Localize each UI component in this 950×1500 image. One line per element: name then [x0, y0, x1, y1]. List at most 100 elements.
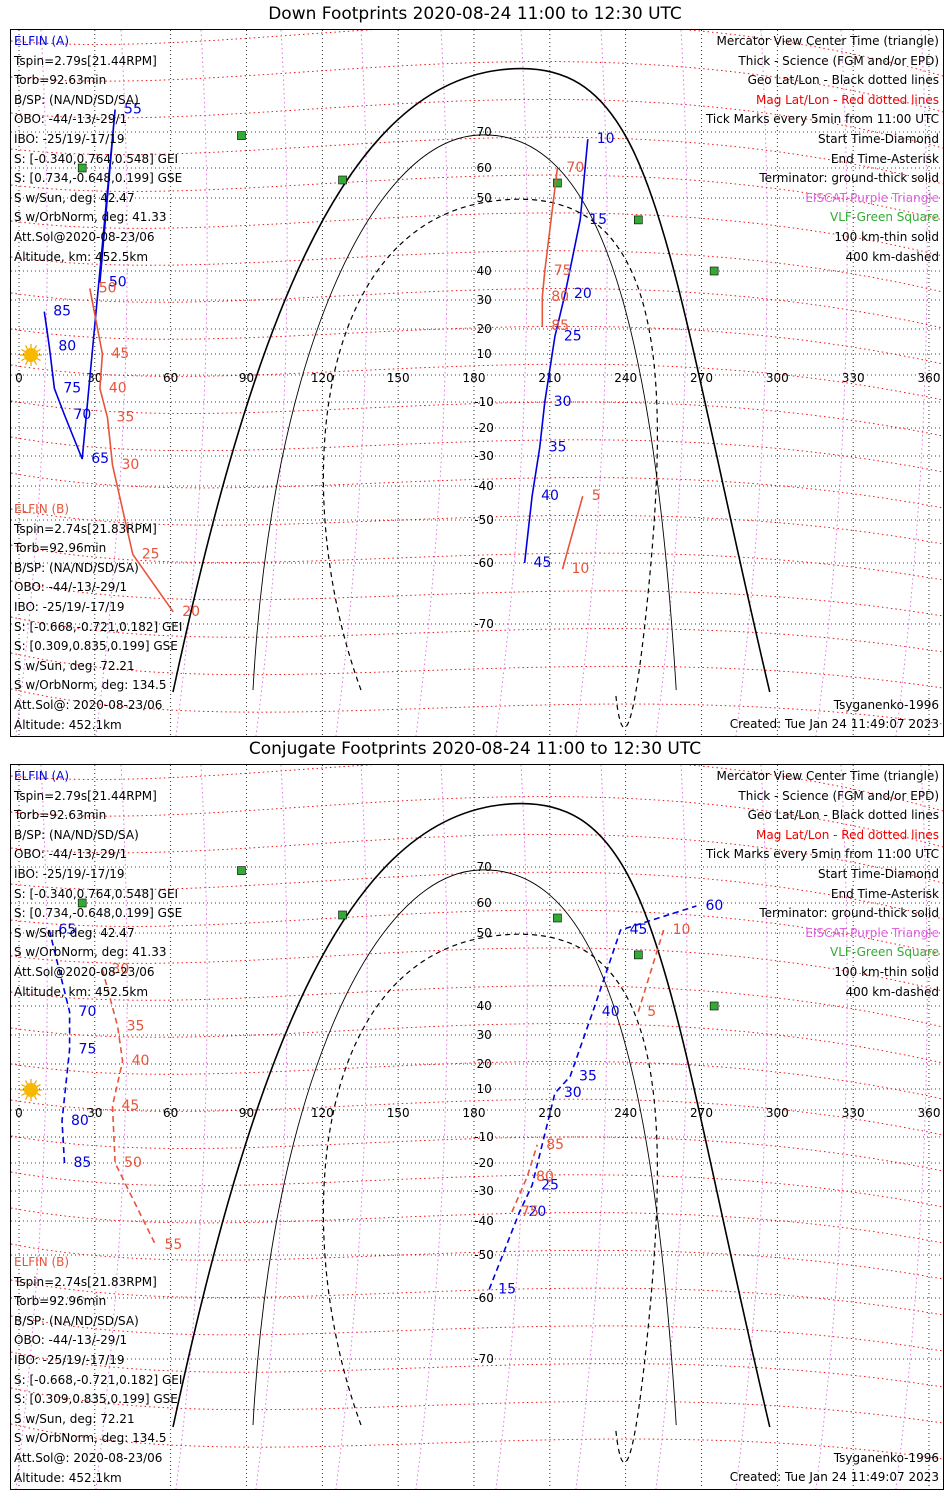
vlf-stations — [77, 866, 719, 1011]
info-line: Att.Sol@2020-08-23/06 — [14, 229, 155, 244]
elfin-a-track: 10 15 20 25 30 35 40 45 50 55 65 70 75 80 85 — [43, 102, 615, 571]
mag-lon-line — [895, 30, 928, 736]
lat-tick-label: -60 — [474, 556, 494, 570]
track-line — [43, 109, 116, 460]
mag-lat-line — [11, 61, 943, 113]
lon-tick-label: 330 — [842, 1106, 865, 1120]
tick-label: 75 — [63, 381, 81, 397]
lon-tick-label: 210 — [538, 371, 561, 385]
info-line: IBO: -25/19/-17/19 — [14, 866, 125, 881]
sun-ray — [21, 357, 26, 362]
mag-lat-line — [11, 363, 943, 401]
tick-label: 75 — [79, 1042, 97, 1058]
tick-label: 5 — [592, 488, 601, 504]
sun-ray — [24, 345, 29, 350]
info-line: Tspin=2.79s[21.44RPM] — [14, 53, 157, 68]
legend-entry: Start Time-Diamond — [817, 866, 939, 881]
tick-label: 75 — [521, 1204, 539, 1220]
lon-tick-label: 240 — [614, 1106, 637, 1120]
mag-lat-line — [11, 400, 943, 437]
tick-label: 75 — [554, 263, 572, 279]
vlf-station-marker — [77, 163, 87, 173]
tick-label: 40 — [109, 381, 127, 397]
info-line: S w/OrbNorm, deg: 41.33 — [14, 945, 167, 960]
lon-tick-label: 300 — [766, 1106, 789, 1120]
mag-lon-line — [95, 765, 128, 1489]
track-line — [561, 495, 584, 570]
mag-lat-line — [11, 1171, 943, 1208]
lat-tick-label: -20 — [474, 421, 494, 435]
lon-tick-label: 270 — [690, 371, 713, 385]
sun-disc — [24, 1083, 38, 1097]
tick-label: 50 — [109, 275, 127, 291]
terminator — [172, 67, 771, 729]
mag-lat-line — [11, 174, 943, 221]
tick-label: 15 — [498, 1281, 516, 1297]
tick-label: 85 — [546, 1137, 564, 1153]
tick-label: 65 — [58, 922, 76, 938]
info-line: S w/Sun, deg: 42.47 — [14, 190, 135, 205]
tick-label: 45 — [111, 346, 129, 362]
legend-entry: Terminator: ground-thick solid — [759, 171, 939, 186]
down-footprints-panel: 0 30 60 90 120 150 180 210 240 270 300 330 360 70 60 50… — [10, 29, 944, 737]
down-footprints-map: 0 30 60 90 120 150 180 210 240 270 300 330 360 70 60 50… — [11, 30, 943, 736]
mag-lat-line — [11, 1315, 943, 1352]
info-line: S w/OrbNorm, deg: 134.5 — [14, 678, 167, 693]
info-line: S w/OrbNorm, deg: 41.33 — [14, 210, 167, 225]
tick-label: 50 — [124, 1155, 142, 1171]
lon-tick-label: 60 — [163, 1106, 178, 1120]
mag-lon-line — [335, 765, 368, 1489]
mag-lon-line — [15, 30, 48, 736]
lat-tick-label: -60 — [474, 1291, 494, 1305]
info-line: B/SP: (NA/ND/SD/SA) — [14, 827, 139, 842]
tick-label: 65 — [91, 451, 109, 467]
info-line: B/SP: (NA/ND/SD/SA) — [14, 92, 139, 107]
sun-ray — [36, 357, 41, 362]
info-line: S: [-0.668,-0.721,0.182] GEI — [14, 1372, 183, 1387]
lat-tick-label: 60 — [476, 161, 491, 175]
info-line: Att.Sol@: 2020-08-23/06 — [14, 1450, 163, 1465]
lat-tick-label: 50 — [476, 191, 491, 205]
terminator-400km — [322, 933, 658, 1464]
mag-lon-line — [255, 765, 288, 1489]
vlf-station-marker — [553, 178, 562, 188]
tick-label: 80 — [536, 1169, 554, 1185]
tick-label: 80 — [71, 1113, 89, 1129]
info-line: ELFIN (B) — [14, 1255, 70, 1269]
info-line: Torb=92.63min — [14, 73, 107, 88]
tick-label: 30 — [554, 394, 572, 410]
info-line: B/SP: (NA/ND/SD/SA) — [14, 1313, 139, 1328]
info-line: Altitude: 452.1km — [14, 717, 122, 732]
tick-label: 45 — [534, 555, 552, 571]
tick-label: 35 — [116, 410, 134, 426]
lon-tick-label: 240 — [614, 371, 637, 385]
tick-label: 30 — [564, 1085, 582, 1101]
panel-title-down: Down Footprints 2020-08-24 11:00 to 12:3… — [268, 4, 682, 24]
mag-lon-line — [95, 30, 128, 736]
tick-label: 25 — [564, 329, 582, 345]
lon-tick-label: 90 — [239, 371, 254, 385]
legend-entry: EISCAT-Purple Triangle — [805, 190, 939, 205]
terminator-ground — [172, 802, 771, 1428]
tick-label: 10 — [597, 131, 615, 147]
axis-labels: 0 30 60 90 120 150 180 210 240 270 300 330 360 70 60 50… — [15, 125, 940, 631]
mag-lat-line — [11, 616, 943, 653]
lat-tick-label: -30 — [474, 1184, 494, 1198]
legend-entry: Tick Marks every 5min from 11:00 UTC — [705, 112, 939, 127]
axis-labels: 0 30 60 90 120 150 180 210 240 270 300 330 360 70 60 50… — [15, 860, 940, 1366]
mag-lat-line — [11, 1387, 943, 1424]
tick-label: 80 — [551, 289, 569, 305]
lon-tick-label: 30 — [87, 371, 102, 385]
tick-label: 50 — [99, 280, 117, 296]
sun-icon — [20, 344, 42, 366]
created-timestamp: Created: Tue Jan 24 11:49:07 2023 — [729, 1470, 939, 1484]
tick-label: 35 — [549, 440, 567, 456]
info-line: S: [-0.340,0.764,0.548] GEI — [14, 151, 179, 166]
conjugate-footprints-panel: 0 30 60 90 120 150 180 210 240 270 300 330 360 70 60 50… — [10, 764, 944, 1490]
mag-lat-line — [11, 1023, 943, 1064]
info-line: Tspin=2.79s[21.44RPM] — [14, 788, 157, 803]
lat-tick-label: -20 — [474, 1156, 494, 1170]
tick-label: 25 — [142, 546, 160, 562]
sun-ray — [24, 1080, 29, 1085]
